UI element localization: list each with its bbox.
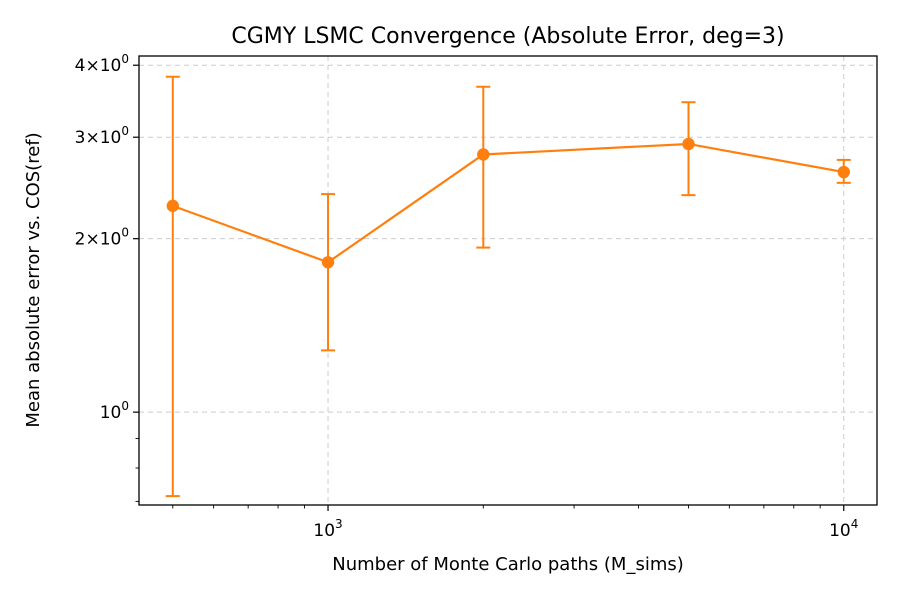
y-tick-label: 100 [100, 399, 129, 423]
grid-lines [139, 56, 877, 505]
series-layer [165, 75, 851, 498]
series-line [172, 142, 844, 264]
x-axis-label: Number of Monte Carlo paths (M_sims) [332, 554, 684, 575]
data-point [166, 199, 179, 213]
y-axis-label: Mean absolute error vs. COS(ref) [23, 132, 44, 427]
x-tick-label: 104 [829, 517, 858, 541]
minor-ticks [135, 438, 821, 509]
y-tick-label: 3×100 [75, 124, 129, 148]
data-point [682, 137, 695, 151]
y-tick-label: 2×100 [75, 226, 129, 250]
major-ticks: 103 104 100 2×100 3×100 4×100 [75, 52, 859, 541]
plot-frame [138, 55, 878, 506]
data-point [321, 256, 335, 269]
y-tick-label: 4×100 [75, 52, 129, 76]
chart-title: CGMY LSMC Convergence (Absolute Error, d… [231, 24, 784, 49]
x-tick-label: 103 [313, 517, 342, 541]
data-point [837, 165, 850, 179]
data-point [477, 148, 490, 161]
